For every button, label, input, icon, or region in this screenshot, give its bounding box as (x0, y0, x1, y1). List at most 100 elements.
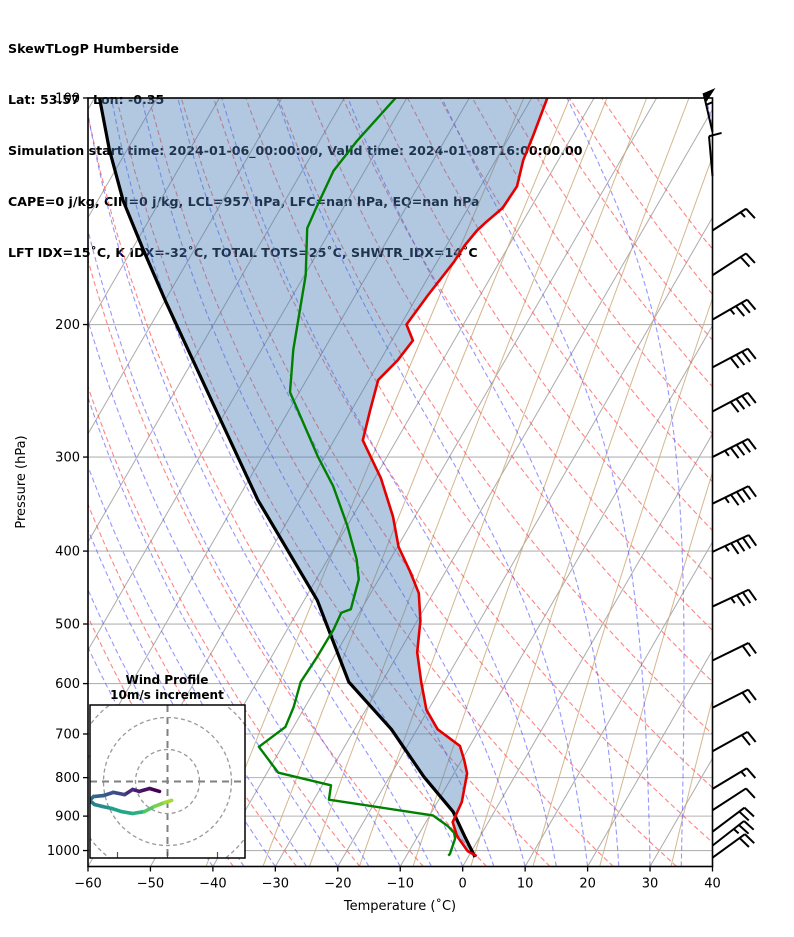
figure-header: SkewTLogP Humberside Lat: 53.57 Lon: -0.… (8, 6, 582, 295)
wind-barbs (702, 88, 758, 859)
barb-full (742, 591, 752, 604)
dry-adiabat-line (407, 98, 713, 532)
barb-full (738, 810, 750, 822)
barb-full (729, 357, 740, 369)
dry-adiabat-line (536, 98, 713, 341)
hodograph-border (89, 704, 246, 859)
barb-full (747, 642, 757, 655)
barb-full (741, 734, 751, 746)
barb-half (724, 450, 730, 457)
barb-staff (712, 485, 749, 505)
wind-barb (711, 298, 757, 321)
header-latlon: Lat: 53.57 Lon: -0.35 (8, 92, 165, 107)
isotherm-line (88, 98, 408, 652)
y-tick-label: 600 (55, 677, 80, 692)
wind-barb (711, 207, 756, 232)
barb-full (741, 488, 752, 501)
barb-full (746, 731, 757, 743)
barb-staff (712, 438, 749, 458)
barb-full (730, 542, 740, 555)
wind-barb (711, 767, 757, 790)
barb-half (729, 308, 736, 315)
barb-half (724, 545, 730, 552)
x-tick-label: 30 (642, 877, 659, 892)
isotherm-line (337, 216, 713, 867)
sounding-curves (97, 98, 549, 858)
barb-full (735, 354, 746, 366)
hodograph-trace-segment (111, 790, 127, 797)
mixing-ratio-line (532, 296, 713, 867)
wind-barb (712, 588, 758, 608)
moist-adiabat-line (141, 98, 495, 867)
isotherm-line (462, 432, 713, 867)
moist-adiabat-line (88, 111, 432, 867)
x-tick-label: −60 (74, 877, 101, 892)
wind-barb (712, 688, 757, 709)
y-tick-label: 900 (55, 810, 80, 825)
barb-half (730, 597, 736, 604)
barb-full (735, 398, 746, 410)
mixing-ratio-line (262, 98, 571, 867)
wind-barb (712, 534, 758, 555)
isotherm-line (649, 757, 713, 867)
barb-staff (711, 767, 748, 790)
barb-full (708, 131, 722, 138)
dry-adiabat-line (148, 98, 614, 867)
barb-full (747, 347, 757, 360)
moist-adiabat-line (110, 98, 464, 867)
dry-adiabat-line (277, 98, 713, 735)
barb-half (740, 770, 747, 778)
isotherm-line (88, 98, 283, 435)
dry-adiabat-line (88, 113, 488, 867)
barb-staff (712, 688, 749, 709)
barb-half (739, 211, 746, 218)
barb-full (746, 767, 757, 779)
isotherm-line (587, 649, 713, 867)
moist-adiabat-line (88, 318, 370, 867)
parcel-profile-curve (97, 98, 477, 858)
x-tick-label: 10 (517, 877, 534, 892)
barb-staff (712, 391, 749, 413)
x-tick-label: −10 (387, 877, 414, 892)
y-axis-label: Pressure (hPa) (14, 435, 29, 528)
barb-full (745, 252, 756, 264)
dry-adiabat-line (568, 98, 713, 296)
x-tick-label: −40 (199, 877, 226, 892)
barb-full (741, 351, 751, 363)
barb-pennant (703, 88, 716, 103)
barb-full (741, 441, 751, 453)
wind-barb (712, 391, 757, 413)
barb-staff (712, 534, 750, 553)
isotherm-line (524, 541, 713, 867)
x-tick-label: 40 (704, 877, 721, 892)
y-tick-label: 700 (55, 727, 80, 742)
barb-full (746, 298, 757, 311)
barb-staff (711, 833, 746, 859)
temperature-curve (361, 98, 549, 858)
isotherm-line (399, 324, 713, 867)
mixing-ratio-line (412, 98, 690, 867)
barb-full (744, 833, 755, 844)
x-tick-label: −30 (262, 877, 289, 892)
barb-full (729, 447, 740, 459)
barb-staff (711, 298, 748, 321)
barb-full (745, 787, 756, 799)
hodograph-subtitle: 10m/s increment (110, 688, 224, 702)
x-tick-label: 20 (579, 877, 596, 892)
y-tick-label: 800 (55, 771, 80, 786)
barb-half (724, 496, 730, 504)
wind-barb (711, 833, 755, 859)
dewpoint-curve (257, 98, 457, 857)
barb-full (730, 494, 740, 506)
barb-half (705, 101, 713, 106)
x-tick-label: −20 (324, 877, 351, 892)
isotherm-line (712, 865, 713, 867)
wind-barb (711, 820, 755, 847)
hodograph-trace-segment (152, 800, 167, 809)
dry-adiabat-line (439, 98, 713, 483)
background-isopleths (88, 98, 713, 867)
header-title: SkewTLogP Humberside (8, 41, 179, 56)
moist-adiabat-line (88, 228, 401, 867)
barb-staff (711, 252, 747, 277)
